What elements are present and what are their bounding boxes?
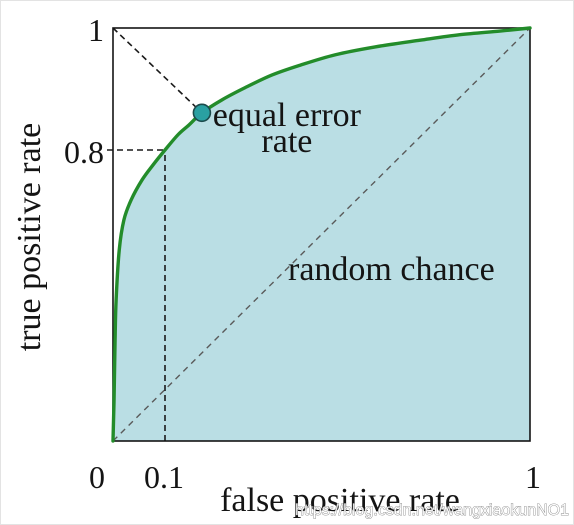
random-chance-label: random chance [288,251,495,288]
tick-labels: 0 0.1 1 0.8 1 [64,12,541,495]
x-tick-label: 0 [89,459,105,495]
watermark: https://blog.csdn.net/wangxiaokunNO1 [295,502,569,519]
x-tick-label: 0.1 [144,459,184,495]
equal-error-rate-label: equal error [213,97,362,134]
equal-error-rate-label: rate [261,123,312,160]
equal-error-rate-marker [192,103,212,123]
dashed-guide-line [112,27,203,114]
plot-frame [112,27,531,442]
y-axis-label: true positive rate [11,123,48,351]
x-tick-label: 1 [525,459,541,495]
y-tick-label: 0.8 [64,134,104,170]
x-axis-label: false positive rate [220,482,460,519]
y-tick-label: 1 [88,12,104,48]
random-chance-line [112,27,531,442]
roc-curve-line [111,26,532,443]
